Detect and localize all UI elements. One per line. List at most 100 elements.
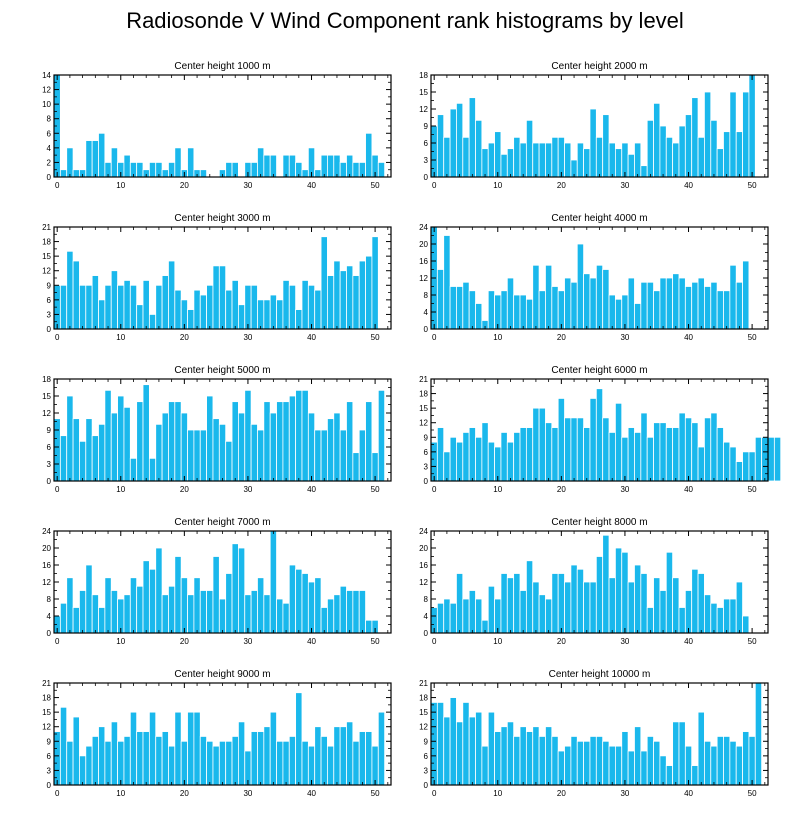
histogram-bar: [704, 417, 712, 482]
y-tick-label: 16: [42, 561, 51, 570]
histogram-bar: [371, 236, 379, 330]
histogram-bar: [481, 745, 489, 786]
x-tick-label: 50: [748, 789, 757, 798]
x-tick-label: 10: [116, 637, 125, 646]
x-tick-label: 20: [180, 485, 189, 494]
histogram-bar: [589, 108, 597, 178]
histogram-bar: [475, 303, 483, 330]
histogram-bar: [282, 401, 290, 482]
histogram-panel: Center height 7000 m 0 4 8 12 16 20 24 0 10 20 30 40…: [42, 517, 392, 646]
histogram-bar: [710, 412, 718, 482]
histogram-bar: [199, 736, 208, 786]
histogram-bar: [576, 142, 585, 178]
histogram-bar: [193, 429, 201, 482]
y-tick-label: 0: [47, 325, 52, 334]
histogram-bar: [691, 422, 699, 482]
x-tick-label: 30: [243, 181, 252, 190]
histogram-bar: [678, 277, 686, 330]
histogram-bar: [608, 577, 616, 634]
histogram-bar: [570, 736, 578, 786]
y-tick-label: 0: [424, 325, 429, 334]
histogram-bar: [339, 162, 347, 178]
y-tick-label: 15: [42, 252, 51, 261]
x-tick-label: 30: [620, 637, 629, 646]
histogram-bar: [697, 136, 705, 178]
x-tick-label: 0: [432, 333, 437, 342]
histogram-bar: [206, 395, 214, 482]
histogram-bar: [704, 594, 712, 634]
y-tick-label: 0: [424, 629, 429, 638]
histogram-bar: [104, 284, 112, 330]
histogram-bar: [487, 290, 495, 330]
histogram-bar: [263, 594, 271, 634]
histogram-bar: [710, 281, 718, 330]
histogram-bar: [212, 418, 220, 482]
histogram-bar: [646, 119, 654, 178]
histogram-bar: [352, 590, 360, 634]
histogram-bar: [513, 136, 521, 178]
histogram-bar: [136, 585, 144, 634]
panel-title: Center height 8000 m: [551, 517, 647, 528]
histogram-bar: [174, 556, 182, 634]
y-tick-label: 12: [419, 105, 428, 114]
histogram-bar: [168, 745, 176, 786]
histogram-bar: [564, 417, 572, 482]
histogram-bar: [161, 275, 169, 330]
histogram-bar: [79, 284, 87, 330]
histogram-bar: [377, 711, 386, 786]
histogram-bar: [72, 716, 80, 786]
histogram-bar: [301, 740, 309, 786]
y-tick-label: 18: [42, 375, 51, 384]
histogram-panel: Center height 3000 m 0 3 6 9 12 15 18 21 0 10 20 30 4…: [42, 213, 392, 342]
y-tick-label: 18: [419, 390, 428, 399]
histogram-bar: [136, 401, 144, 482]
histogram-bar: [327, 275, 335, 330]
histogram-bar: [161, 731, 169, 786]
histogram-bar: [462, 432, 470, 482]
histogram-bar: [659, 422, 667, 482]
histogram-bar: [187, 309, 195, 330]
y-tick-label: 12: [42, 267, 51, 276]
histogram-bar: [525, 298, 534, 330]
x-tick-label: 30: [620, 181, 629, 190]
histogram-bar: [320, 154, 328, 178]
histogram-bar: [723, 598, 731, 634]
histogram-bar: [564, 745, 572, 786]
histogram-bar: [608, 432, 616, 482]
histogram-bar: [449, 286, 457, 330]
y-tick-label: 0: [424, 173, 429, 182]
histogram-bar: [659, 590, 667, 634]
x-tick-label: 40: [684, 485, 693, 494]
histogram-bar: [193, 711, 201, 786]
histogram-bar: [646, 607, 654, 634]
panel-title: Center height 2000 m: [551, 61, 647, 72]
histogram-bar: [269, 530, 277, 634]
histogram-bar: [218, 423, 227, 482]
histogram-bar: [66, 577, 74, 634]
histogram-bar: [257, 429, 265, 482]
histogram-bar: [576, 417, 585, 482]
histogram-bar: [307, 412, 316, 482]
y-tick-label: 6: [424, 139, 429, 148]
histogram-bar: [462, 598, 470, 634]
histogram-bar: [646, 281, 654, 330]
y-tick-label: 6: [424, 448, 429, 457]
histogram-bar: [634, 726, 642, 786]
histogram-bar: [742, 91, 750, 178]
x-tick-label: 50: [371, 333, 380, 342]
histogram-bar: [333, 260, 341, 330]
histogram-bar: [456, 441, 464, 482]
histogram-bar: [589, 277, 597, 330]
histogram-bar: [583, 740, 591, 786]
histogram-bar: [244, 389, 252, 482]
histogram-bar: [263, 726, 271, 786]
histogram-bar: [142, 384, 150, 482]
histogram-bar: [72, 418, 80, 482]
x-tick-label: 50: [748, 485, 757, 494]
histogram-bar: [640, 281, 648, 330]
x-tick-label: 10: [116, 485, 125, 494]
y-tick-label: 8: [47, 115, 52, 124]
histogram-bar: [595, 556, 604, 634]
y-tick-label: 24: [419, 223, 428, 232]
